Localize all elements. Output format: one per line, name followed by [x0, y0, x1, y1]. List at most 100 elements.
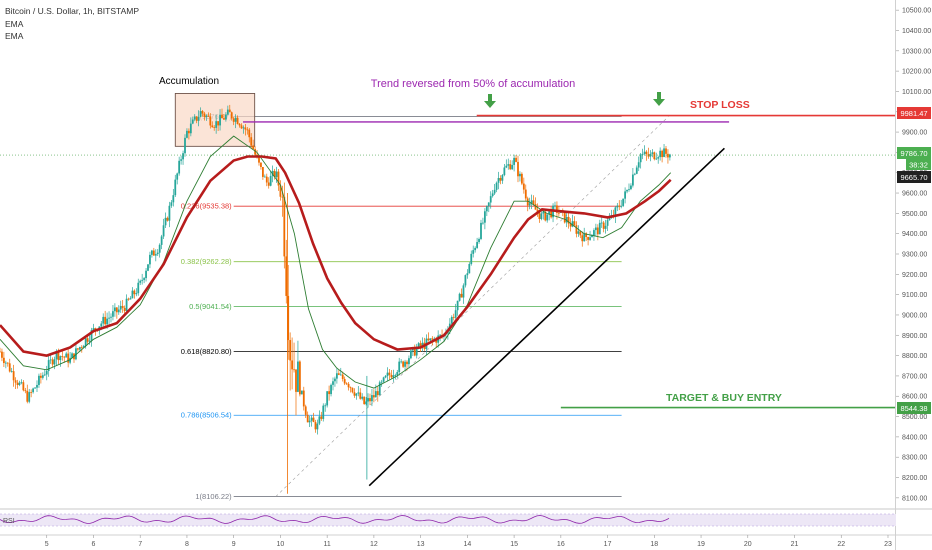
candle-body — [487, 202, 490, 207]
candle-body — [456, 300, 459, 311]
indicator-ema-label-1[interactable]: EMA — [5, 19, 24, 29]
x-tick-label: 5 — [45, 541, 49, 548]
candle-body — [571, 221, 574, 227]
candle-body — [608, 217, 611, 221]
candle-body — [295, 369, 297, 392]
candle-body — [320, 416, 323, 419]
candle-body — [637, 162, 640, 168]
candle-body — [20, 382, 23, 384]
x-tick-label: 22 — [837, 541, 845, 548]
candle-body — [472, 250, 475, 254]
candle-body — [127, 298, 130, 300]
candle-body — [503, 167, 506, 176]
candle-body — [170, 202, 173, 206]
candle-body — [649, 153, 652, 157]
candle-body — [536, 209, 539, 213]
candle-body — [519, 173, 521, 177]
candle-body — [217, 121, 220, 126]
candle-body — [55, 351, 58, 360]
candle-body — [184, 137, 186, 154]
candle-body — [408, 358, 410, 365]
candle-body — [392, 375, 395, 378]
candle-body — [215, 121, 218, 128]
chart-symbol-title: Bitcoin / U.S. Dollar, 1h, BITSTAMP — [5, 6, 139, 16]
candle-body — [6, 362, 9, 364]
candle-body — [71, 353, 73, 358]
fib-level-label: 1(8106.22) — [195, 492, 232, 501]
candle-body — [121, 305, 124, 308]
candle-body — [115, 307, 118, 313]
candle-body — [4, 362, 7, 364]
candle-body — [125, 298, 128, 311]
candle-body — [123, 307, 126, 311]
fib-level-label: 0.5(9041.54) — [189, 302, 232, 311]
candle-body — [616, 205, 619, 208]
candle-body — [524, 189, 527, 199]
candle-body — [285, 256, 288, 296]
candle-body — [497, 177, 500, 183]
indicator-ema-label-2[interactable]: EMA — [5, 31, 24, 41]
target-price-tag: 8544.38 — [897, 402, 931, 414]
candle-body — [209, 116, 212, 126]
candle-body — [41, 375, 44, 378]
stop-loss-label: STOP LOSS — [690, 99, 750, 111]
candle-body — [63, 356, 66, 358]
candle-body — [189, 123, 192, 134]
candle-body — [400, 361, 403, 363]
candle-body — [203, 113, 206, 117]
candle-body — [604, 225, 607, 229]
candle-body — [528, 203, 531, 206]
candle-body — [404, 361, 406, 367]
candle-body — [657, 157, 660, 159]
candle-body — [51, 359, 54, 365]
candle-body — [213, 127, 216, 128]
candle-body — [554, 205, 556, 207]
candle-body — [221, 114, 223, 119]
candle-body — [211, 125, 214, 128]
fib-level-label: 0.618(8820.80) — [181, 347, 232, 356]
candle-body — [633, 173, 636, 175]
candle-body — [544, 211, 547, 221]
candle-body — [254, 149, 257, 155]
y-tick-label: 9400.00 — [902, 231, 927, 238]
candle-body — [318, 416, 321, 424]
candle-body — [431, 338, 434, 340]
candle-body — [24, 390, 27, 392]
candle-body — [454, 310, 457, 318]
candle-body — [668, 154, 671, 158]
candle-body — [293, 369, 295, 371]
candle-body — [65, 353, 68, 358]
candle-body — [232, 118, 235, 122]
candle-body — [357, 392, 360, 394]
candle-body — [618, 205, 621, 207]
candle-body — [88, 340, 91, 342]
candle-body — [534, 204, 537, 210]
x-tick-label: 19 — [697, 541, 705, 548]
x-tick-label: 11 — [324, 541, 331, 548]
candle-body — [363, 396, 366, 405]
candle-body — [36, 384, 38, 388]
y-tick-label: 10400.00 — [902, 28, 931, 35]
candle-body — [291, 360, 294, 370]
candle-body — [376, 391, 379, 396]
trend-reversed-label: Trend reversed from 50% of accumulation — [371, 78, 575, 90]
candle-body — [413, 347, 416, 356]
candle-body — [466, 273, 469, 276]
candle-body — [261, 166, 264, 177]
candle-body — [287, 295, 290, 341]
candle-body — [248, 129, 251, 138]
candle-body — [330, 384, 332, 395]
y-tick-label: 9200.00 — [902, 272, 927, 279]
candle-body — [478, 238, 480, 243]
candle-body — [474, 247, 477, 251]
candle-body — [655, 158, 658, 160]
candle-body — [133, 290, 136, 295]
candle-body — [10, 371, 13, 372]
candle-body — [152, 250, 155, 256]
candle-body — [310, 417, 313, 421]
candle-body — [252, 145, 255, 150]
candle-body — [297, 361, 299, 392]
candle-body — [546, 214, 549, 221]
candle-body — [149, 254, 151, 265]
